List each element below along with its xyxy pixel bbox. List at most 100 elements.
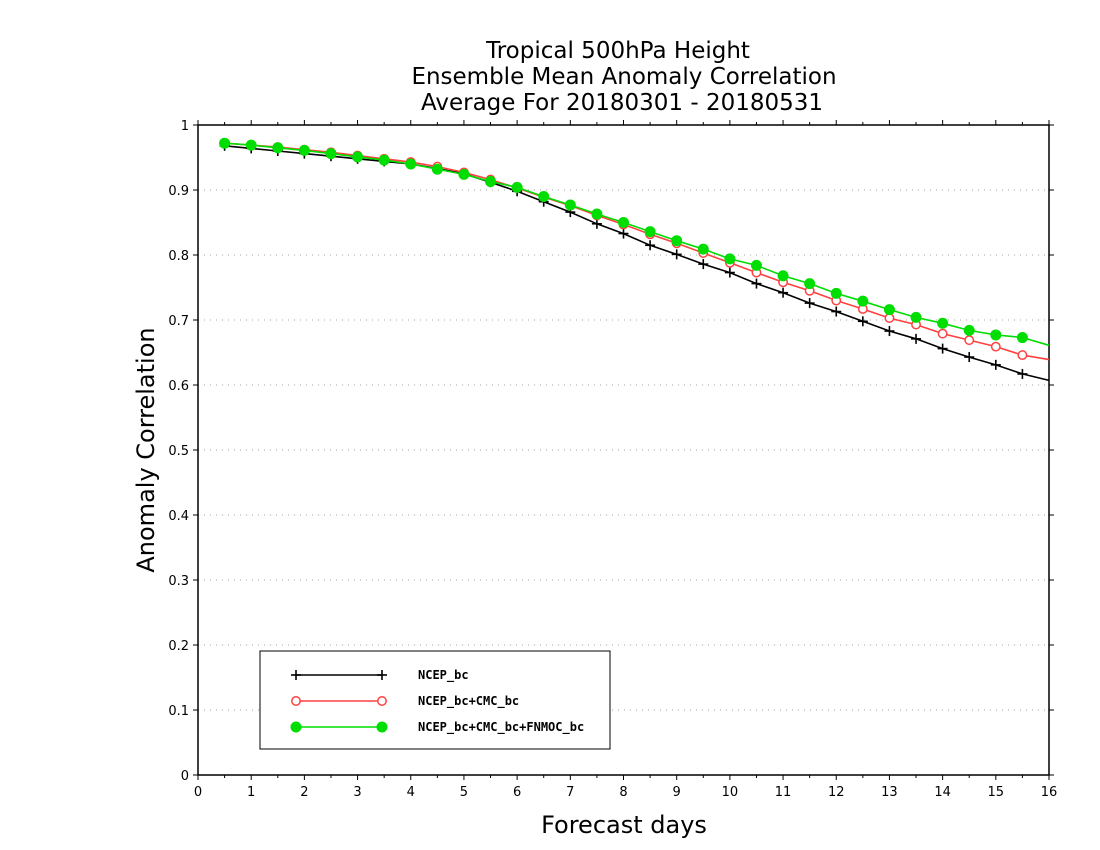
data-point [804,278,816,290]
series-1 [219,140,1050,382]
data-point [671,249,682,260]
data-point [937,343,948,354]
data-point [964,352,975,363]
legend: NCEP_bc NCEP_bc+CMC_bc NCEP_bc+CMC_bc+FNMO… [259,650,611,750]
series-2 [219,138,1050,361]
data-point [857,316,868,327]
x-tick-label: 5 [460,785,468,800]
y-tick-label: 0.4 [168,509,189,524]
x-tick-label: 6 [513,785,521,800]
x-tick-label: 12 [828,785,845,800]
data-point [698,259,709,270]
data-point [272,142,284,154]
data-point [963,324,975,336]
series-line [224,145,1050,382]
series-line [224,142,1050,361]
x-axis-label: Forecast days [541,811,707,839]
data-point [564,199,576,211]
chart-title-line-2: Ensemble Mean Anomaly Correlation [411,64,836,90]
data-point [937,317,949,329]
data-point [831,306,842,317]
data-point [1017,350,1028,361]
data-point [405,158,417,170]
ticks-layer: 00.10.20.30.40.50.60.70.80.910 1 2 3 4 5 6 7 8 9 1… [168,119,1057,800]
data-point [830,287,842,299]
data-point [431,163,443,175]
legend-marker-right [376,721,388,733]
data-point [591,208,603,220]
y-tick-label: 0.7 [168,314,189,329]
data-point [1016,332,1028,344]
legend-label: NCEP_bc+CMC_bc [418,694,519,709]
x-tick-label: 4 [407,785,415,800]
x-tick-label: 13 [881,785,898,800]
data-point [884,313,895,323]
data-point [458,168,470,180]
data-point [618,217,629,228]
legend-marker-left [290,721,302,733]
data-point [298,144,310,156]
data-point [618,228,629,239]
legend-entry-3: NCEP_bc+CMC_bc+FNMOC_bc [290,720,584,735]
chart-title-line-3: Average For 20180301 - 20180531 [421,90,823,116]
data-point [219,137,231,149]
data-point [910,311,922,323]
y-tick-label: 0.2 [168,639,189,654]
x-tick-label: 11 [775,785,792,800]
data-point [378,154,390,166]
x-tick-label: 2 [300,785,308,800]
data-point [990,329,1002,341]
data-point [1017,368,1028,379]
y-tick-label: 0 [181,769,189,784]
y-tick-label: 0.5 [168,444,189,459]
y-tick-label: 0.8 [168,249,189,264]
x-tick-label: 0 [194,785,202,800]
data-point [591,218,602,229]
data-point [777,270,789,282]
legend-entry-2: NCEP_bc+CMC_bc [291,694,519,709]
legend-marker-left [291,696,301,706]
data-point [751,278,762,289]
y-tick-label: 0.9 [168,184,189,199]
data-point [724,253,736,265]
legend-box [259,650,611,750]
data-point [485,176,497,188]
legend-entry-1: NCEP_bc [291,668,469,683]
data-point [857,295,869,307]
data-point [884,326,895,337]
y-axis-label: Anomaly Correlation [132,327,160,572]
y-tick-label: 0.6 [168,379,189,394]
data-point [964,335,975,346]
data-point [990,359,1001,370]
legend-label: NCEP_bc [418,668,469,683]
data-point [671,235,683,247]
data-point [990,341,1001,352]
x-tick-label: 15 [988,785,1005,800]
data-point [804,298,815,309]
data-point [511,181,523,193]
data-point [245,139,257,151]
x-tick-label: 3 [353,785,361,800]
x-tick-label: 10 [722,785,739,800]
data-point [697,243,709,255]
data-point [538,191,550,202]
legend-marker-right [377,670,387,680]
y-tick-label: 0.3 [168,574,189,589]
data-point [937,328,948,339]
data-point [352,151,364,163]
series-line [224,142,1050,347]
series-3 [219,137,1050,347]
data-point [645,240,656,251]
legend-label: NCEP_bc+CMC_bc+FNMOC_bc [418,720,584,735]
chart-title-line-1: Tropical 500hPa Height [485,38,750,64]
y-tick-label: 1 [181,119,189,134]
grid-layer [198,189,1049,711]
x-tick-label: 16 [1041,785,1058,800]
legend-marker-right [377,696,387,706]
data-point [778,287,789,298]
x-tick-label: 14 [934,785,951,800]
data-point [325,148,337,160]
x-tick-label: 9 [673,785,681,800]
